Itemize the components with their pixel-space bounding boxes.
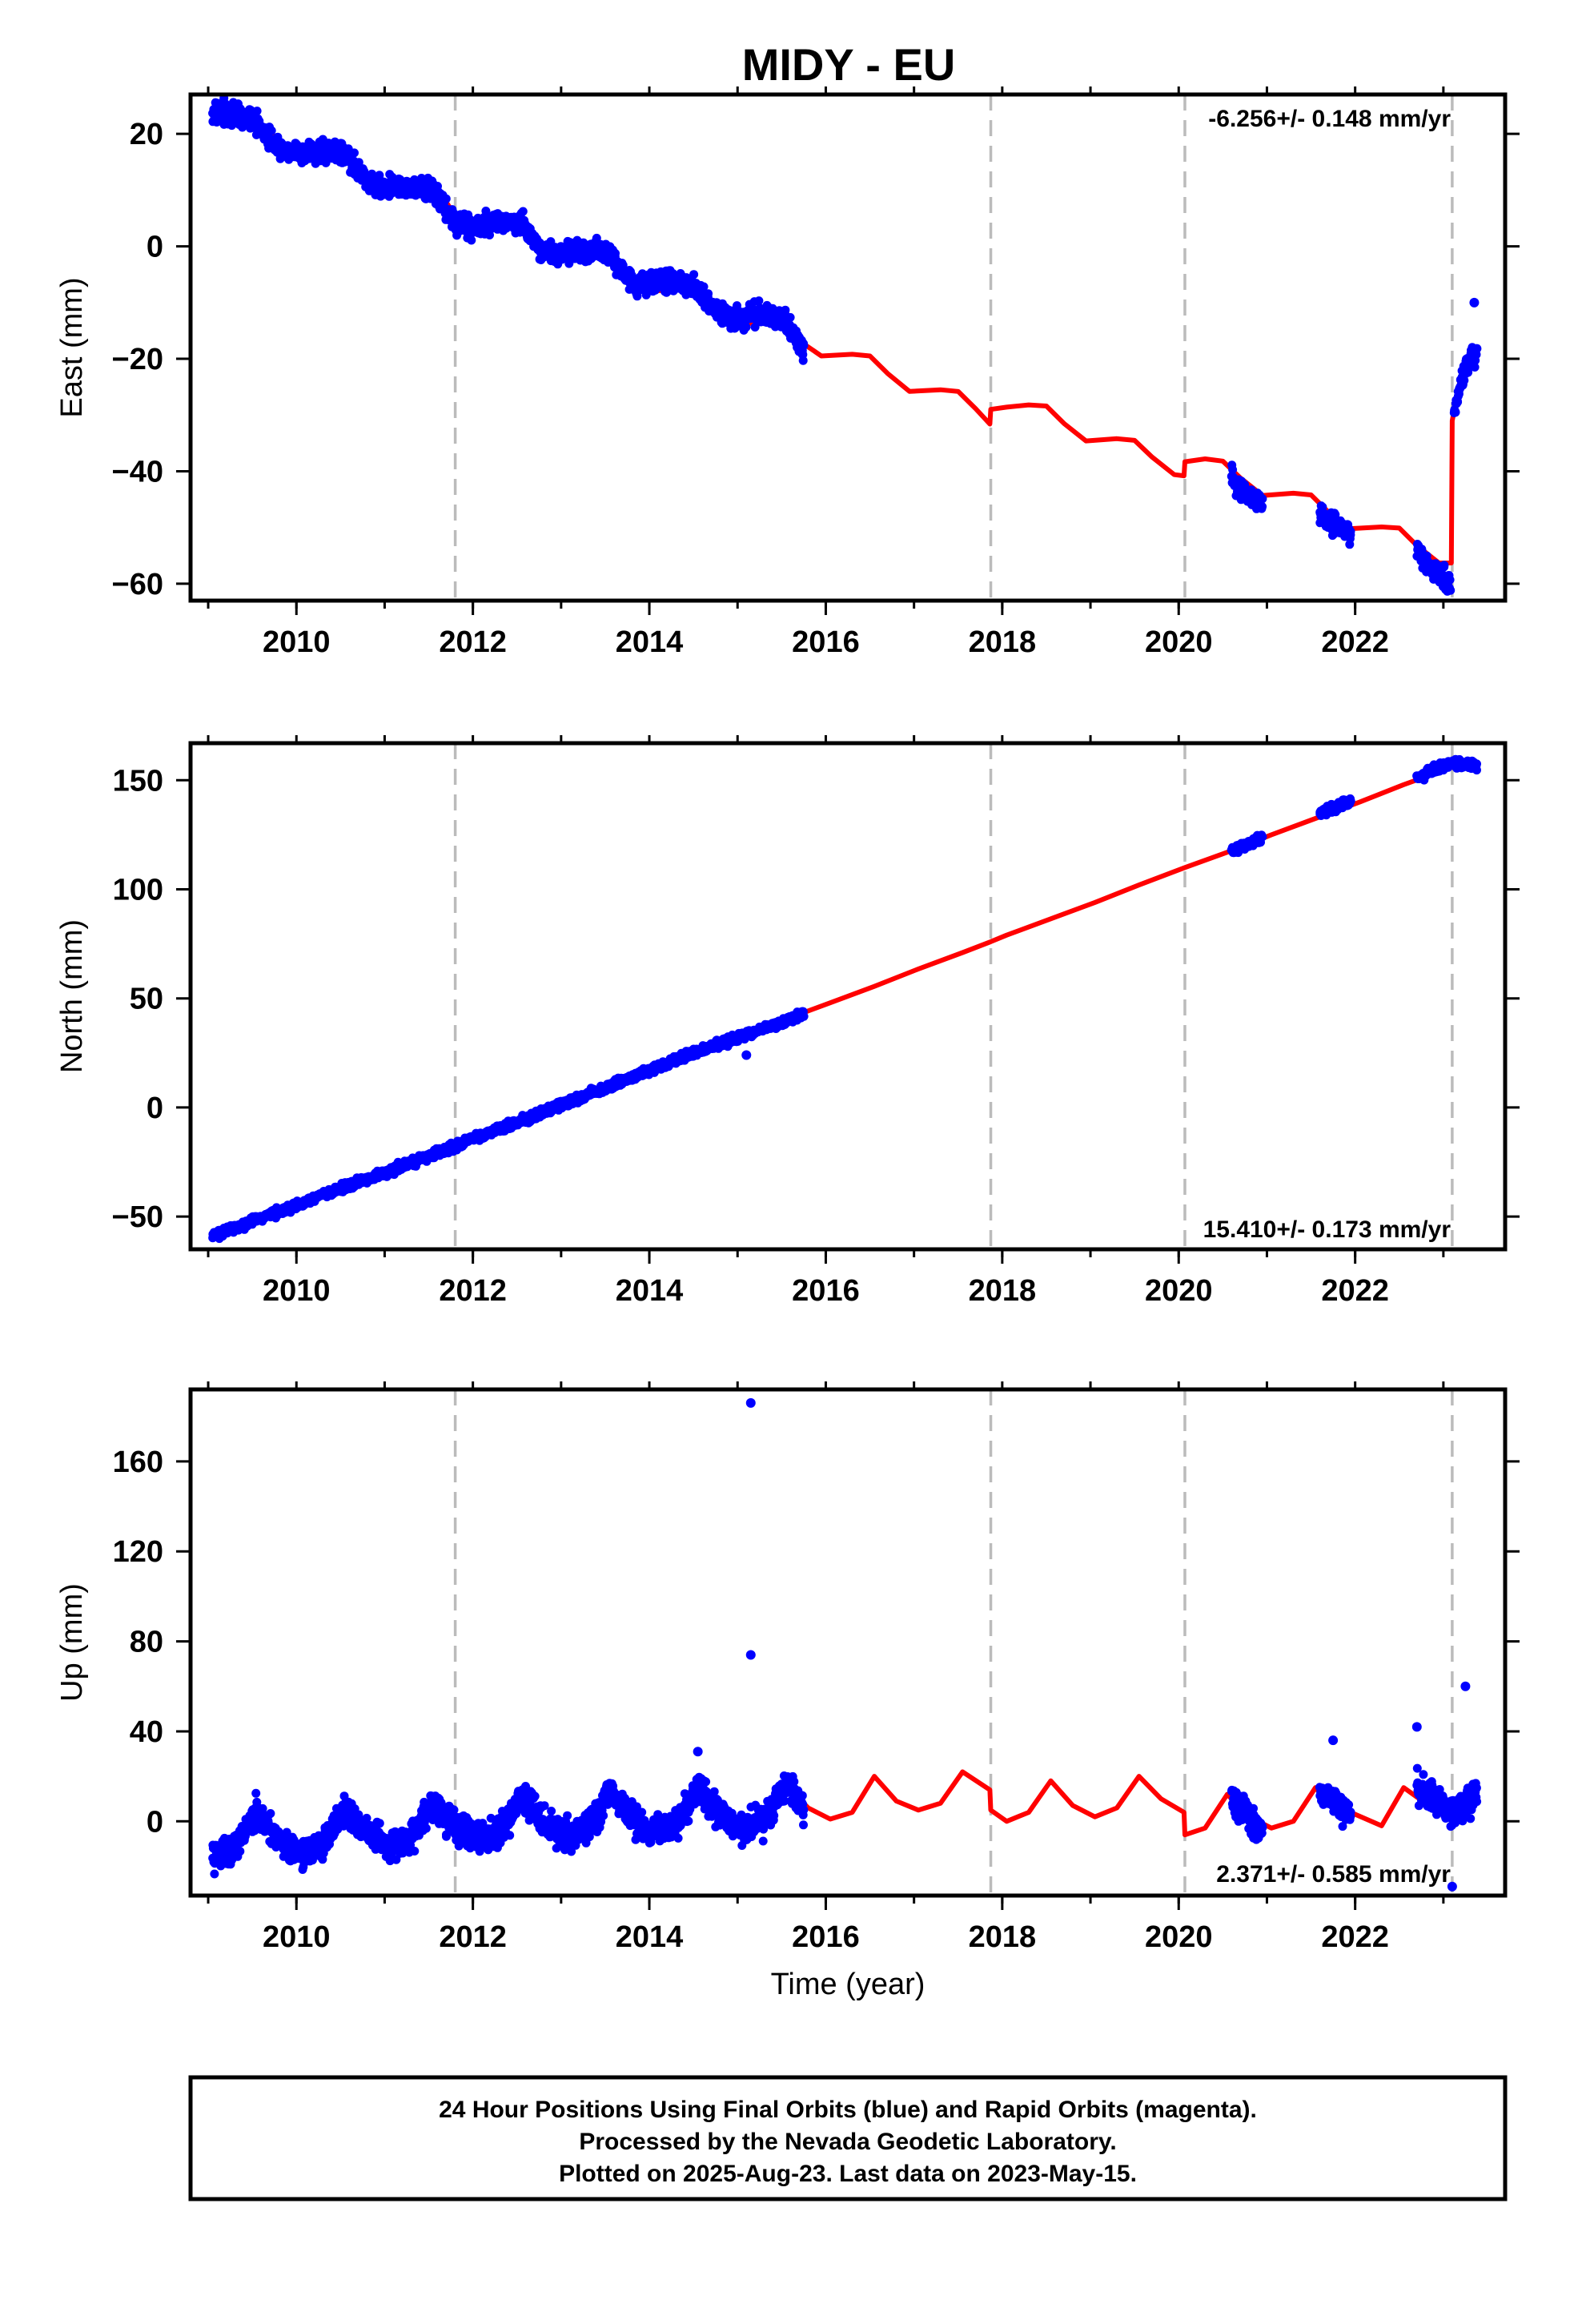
- north-point: [799, 1011, 809, 1021]
- up-point: [251, 1788, 261, 1798]
- east-point: [611, 248, 620, 258]
- east-x-tick-label: 2020: [1145, 625, 1213, 659]
- east-point: [704, 289, 713, 299]
- east-y-tick-label: 20: [130, 118, 163, 151]
- east-y-tick-label: −40: [112, 455, 163, 489]
- east-point: [1258, 502, 1267, 512]
- north-point: [1472, 766, 1481, 775]
- up-point: [266, 1809, 275, 1818]
- east-x-tick-label: 2012: [439, 625, 507, 659]
- north-x-tick-label: 2012: [439, 1274, 507, 1308]
- up-point: [210, 1869, 219, 1879]
- north-outlier-point: [741, 1050, 752, 1060]
- up-point: [375, 1819, 384, 1828]
- east-panel: 2010 2012 2014 2016 2018 2020 2022 20 0 −20 −40 −60…: [55, 86, 1520, 659]
- north-panel: 2010 2012 2014 2016 2018 2020 2022 150 100 50 0 −50…: [55, 735, 1520, 1308]
- east-ylabel: East (mm): [55, 277, 89, 417]
- east-y-tick-label: 0: [147, 231, 163, 264]
- east-point: [1451, 408, 1460, 417]
- up-point: [410, 1847, 420, 1856]
- east-point: [1460, 376, 1469, 385]
- up-panel: 2010 2012 2014 2016 2018 2020 202216012080400 …: [55, 1381, 1520, 1954]
- east-point: [252, 107, 262, 116]
- north-x-tick-label: 2010: [263, 1274, 331, 1308]
- east-point: [641, 290, 651, 300]
- east-rate-label: -6.256+/- 0.148 mm/yr: [1208, 106, 1451, 132]
- east-point: [785, 312, 795, 322]
- east-point: [481, 207, 491, 215]
- east-plot-frame: [188, 92, 1508, 603]
- east-x-tick-label: 2022: [1321, 625, 1389, 659]
- east-point: [1446, 585, 1456, 595]
- east-point: [741, 323, 751, 332]
- up-point: [421, 1823, 431, 1833]
- east-outlier-point: [1469, 297, 1480, 308]
- east-point: [267, 126, 276, 135]
- east-point: [467, 235, 476, 245]
- east-point: [1331, 510, 1340, 519]
- north-x-tick-label: 2022: [1321, 1274, 1389, 1308]
- east-x-tick-label: 2010: [263, 625, 331, 659]
- north-point: [1258, 832, 1267, 842]
- up-point: [235, 1847, 245, 1856]
- north-y-tick-label: 100: [113, 874, 163, 907]
- north-y-tick-label: 0: [147, 1092, 163, 1125]
- north-rate-label: 15.410+/- 0.173 mm/yr: [1203, 1216, 1452, 1243]
- east-point: [754, 296, 764, 306]
- east-x-tick-label: 2014: [616, 625, 684, 659]
- east-point: [1439, 561, 1449, 570]
- east-point: [1258, 494, 1267, 504]
- north-point: [1346, 796, 1355, 806]
- east-point: [799, 341, 809, 350]
- north-y-tick-label: 150: [113, 764, 163, 798]
- east-point: [350, 148, 359, 158]
- east-point: [1445, 575, 1455, 585]
- north-x-tick-label: 2018: [969, 1274, 1037, 1308]
- north-y-tick-label: −50: [112, 1200, 163, 1234]
- east-y-tick-label: −20: [112, 343, 163, 376]
- east-point: [781, 305, 790, 315]
- east-point: [441, 194, 451, 203]
- east-point: [798, 356, 808, 365]
- east-x-tick-label: 2016: [792, 625, 860, 659]
- chart-title: MIDY - EU: [742, 39, 956, 90]
- north-x-tick-label: 2016: [792, 1274, 860, 1308]
- north-y-tick-label: 50: [130, 983, 163, 1016]
- east-y-tick-label: −60: [112, 568, 163, 601]
- east-point: [1470, 363, 1480, 372]
- north-x-tick-label: 2014: [616, 1274, 684, 1308]
- east-x-tick-label: 2018: [969, 625, 1037, 659]
- east-point: [1472, 344, 1482, 353]
- north-ylabel: North (mm): [55, 919, 89, 1073]
- east-point: [689, 270, 699, 279]
- east-point: [518, 207, 528, 216]
- east-point: [699, 282, 709, 292]
- north-x-tick-label: 2020: [1145, 1274, 1213, 1308]
- east-point: [375, 171, 384, 180]
- east-point: [1228, 465, 1238, 474]
- east-point: [1346, 527, 1355, 537]
